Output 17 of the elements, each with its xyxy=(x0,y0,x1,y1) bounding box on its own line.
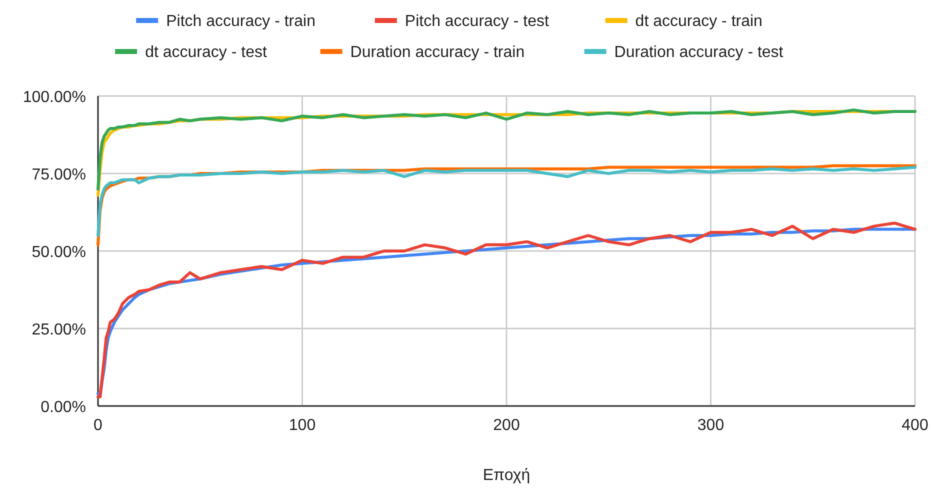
x-tick-label: 300 xyxy=(697,417,724,434)
legend-label: dt accuracy - test xyxy=(145,44,268,61)
legend-label: Pitch accuracy - train xyxy=(166,13,316,30)
legend-label: dt accuracy - train xyxy=(635,13,762,30)
legend-label: Duration accuracy - train xyxy=(350,44,525,61)
x-tick-label: 200 xyxy=(493,417,520,434)
y-tick-label: 25.00% xyxy=(32,322,86,338)
x-tick-label: 100 xyxy=(288,417,316,434)
legend-label: Pitch accuracy - test xyxy=(404,13,550,30)
x-tick-label: 400 xyxy=(902,417,928,434)
legend-label: Duration accuracy - test xyxy=(614,44,784,61)
y-tick-label: 100.00% xyxy=(22,89,86,106)
x-tick-label: 0 xyxy=(94,417,103,434)
y-tick-label: 75.00% xyxy=(32,166,86,184)
x-axis-title: Εποχή xyxy=(482,467,530,484)
y-tick-label: 0.00% xyxy=(40,399,86,416)
y-tick-label: 50.00% xyxy=(32,244,86,261)
